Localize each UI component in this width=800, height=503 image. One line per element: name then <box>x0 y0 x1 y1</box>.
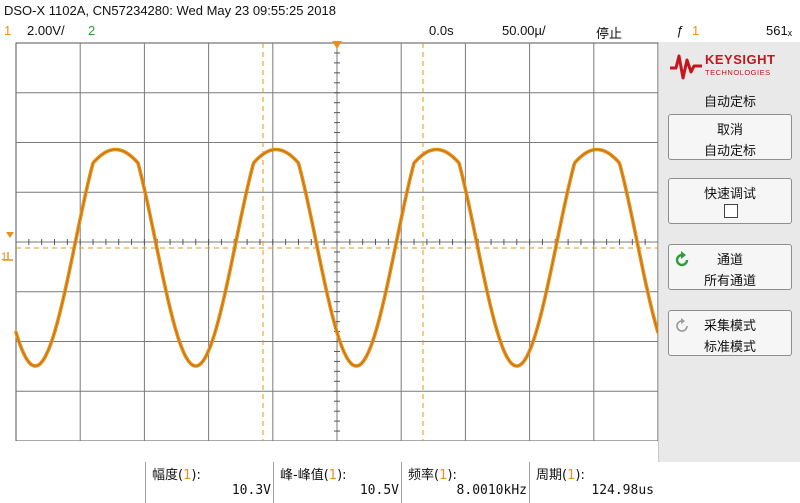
softkey-label: 采集模式 <box>703 319 756 334</box>
rotate-knob-icon <box>675 251 689 267</box>
trigger-level-marker[interactable] <box>6 232 14 238</box>
rotate-knob-icon <box>676 318 688 332</box>
trigger-level[interactable]: 561ₓ <box>766 23 792 38</box>
fast-debug-button[interactable]: 快速调试 <box>668 178 792 224</box>
measurement-label: 幅度(1): <box>152 468 201 483</box>
measurement-label: 周期(1): <box>536 468 585 483</box>
softkey-sublabel: 自动定标 <box>703 144 756 159</box>
window-title: DSO-X 1102A, CN57234280: Wed May 23 09:5… <box>4 3 336 18</box>
channel1-ground-marker[interactable]: 1 <box>1 251 7 263</box>
measurement-peak-to-peak[interactable]: 峰-峰值(1): 10.5V <box>273 462 403 503</box>
channel1-scale[interactable]: 2.00V/ <box>27 23 65 38</box>
cancel-autoscale-button[interactable]: 取消 自动定标 <box>668 114 792 160</box>
softkey-sublabel: 所有通道 <box>703 274 756 289</box>
measurement-amplitude[interactable]: 幅度(1): 10.3V <box>145 462 275 503</box>
title-bar: DSO-X 1102A, CN57234280: Wed May 23 09:5… <box>0 0 800 22</box>
measurement-period[interactable]: 周期(1): 124.98us <box>529 462 658 503</box>
acquisition-mode-button[interactable]: 采集模式 标准模式 <box>668 310 792 356</box>
channels-button[interactable]: 通道 所有通道 <box>668 244 792 290</box>
keysight-logo: KEYSIGHT TECHNOLOGIES <box>667 48 795 86</box>
softkey-label: 快速调试 <box>703 187 756 202</box>
channel1-number[interactable]: 1 <box>4 23 12 38</box>
channel2-number[interactable]: 2 <box>88 23 96 38</box>
graticule[interactable]: 1 <box>0 41 660 441</box>
trigger-edge-icon: ƒ <box>676 23 684 38</box>
menu-title: 自动定标 <box>703 95 756 110</box>
fast-debug-checkbox[interactable] <box>724 204 738 218</box>
trigger-position-marker[interactable] <box>332 41 342 49</box>
measurement-value: 10.3V <box>231 483 271 498</box>
logo-word: KEYSIGHT <box>705 52 776 67</box>
measurement-value: 124.98us <box>591 483 654 498</box>
time-scale[interactable]: 50.00µ/ <box>502 23 546 38</box>
ground-icon <box>3 252 13 261</box>
trigger-channel[interactable]: 1 <box>692 23 700 38</box>
time-delay[interactable]: 0.0s <box>429 23 454 38</box>
measurement-bar: 幅度(1): 10.3V 峰-峰值(1): 10.5V 频率(1): 8.001… <box>0 462 800 503</box>
softkey-label: 取消 <box>716 123 743 138</box>
softkey-panel: KEYSIGHT TECHNOLOGIES 自动定标 取消 自动定标 快速调试 … <box>658 42 800 462</box>
status-bar: 1 2.00V/ 2 0.0s 50.00µ/ 停止 ƒ 1 561ₓ <box>0 22 800 42</box>
keysight-wave-icon <box>670 54 702 80</box>
markers: 1 <box>1 41 658 441</box>
measurement-value: 8.0010kHz <box>456 483 527 498</box>
softkey-sublabel: 标准模式 <box>703 340 756 355</box>
grid <box>15 42 659 441</box>
softkey-label: 通道 <box>716 253 743 268</box>
run-state[interactable]: 停止 <box>596 27 623 42</box>
logo-subtitle: TECHNOLOGIES <box>705 68 771 77</box>
measurement-value: 10.5V <box>359 483 399 498</box>
measurement-frequency[interactable]: 频率(1): 8.0010kHz <box>401 462 531 503</box>
measurement-label: 峰-峰值(1): <box>280 468 347 483</box>
measurement-label: 频率(1): <box>408 468 457 483</box>
channel1-waveform-edge <box>15 149 659 367</box>
scope-display[interactable]: 1 <box>0 41 660 441</box>
